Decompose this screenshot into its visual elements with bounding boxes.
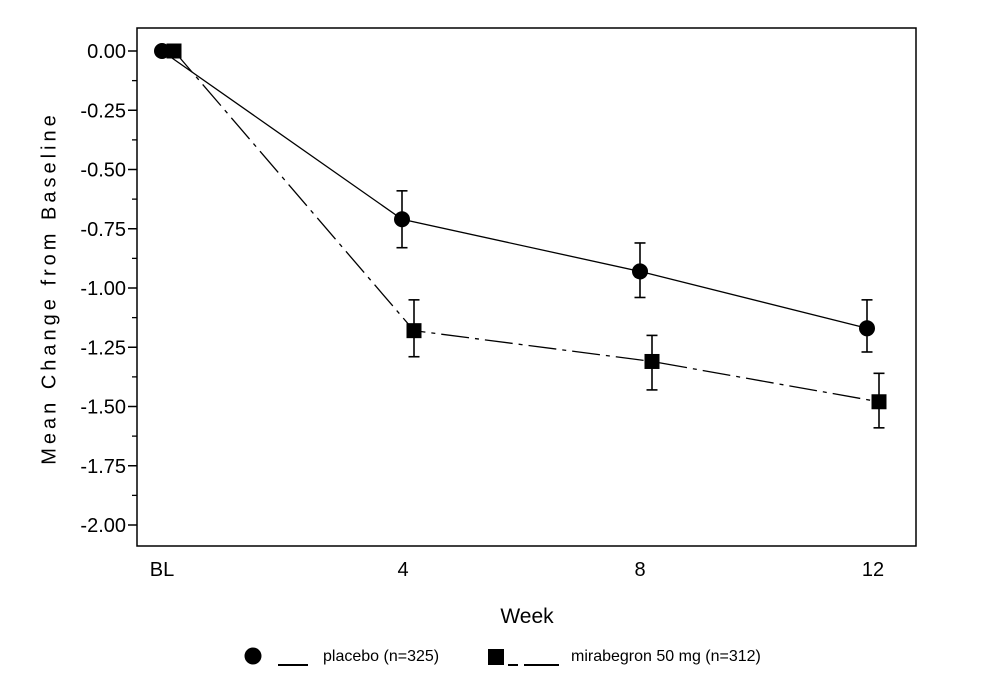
x-tick-label: 8 bbox=[634, 559, 645, 581]
y-axis-title: Mean Change from Baseline bbox=[38, 111, 61, 465]
y-tick-label: 0.00 bbox=[87, 41, 126, 63]
series-line bbox=[173, 50, 880, 403]
x-axis-title: Week bbox=[500, 605, 554, 628]
legend-label-mirabegron: mirabegron 50 mg (n=312) bbox=[571, 648, 761, 665]
y-tick-label: -1.00 bbox=[80, 278, 126, 300]
x-tick-label: BL bbox=[150, 559, 174, 581]
x-tick-label: 4 bbox=[397, 559, 408, 581]
series-line bbox=[161, 50, 868, 329]
data-point-square bbox=[166, 43, 182, 59]
x-axis: BL 4 8 12 bbox=[150, 559, 884, 581]
y-axis: 0.00 -0.25 -0.50 -0.75 -1.00 -1.25 -1.50 -1.75 -… bbox=[80, 41, 137, 537]
y-tick-label: -0.25 bbox=[80, 100, 126, 122]
series-mirabegron bbox=[166, 43, 887, 429]
data-point-square bbox=[871, 394, 887, 410]
data-point-circle bbox=[394, 211, 410, 228]
data-point-circle bbox=[859, 320, 875, 337]
x-tick-label: 12 bbox=[862, 559, 884, 581]
data-point-square bbox=[644, 353, 660, 369]
y-tick-label: -2.00 bbox=[80, 515, 126, 537]
data-point-circle bbox=[154, 43, 170, 59]
series-placebo bbox=[154, 43, 875, 353]
legend-marker-circle-icon bbox=[243, 647, 263, 671]
plot-frame bbox=[136, 27, 917, 547]
y-tick-label: -1.50 bbox=[80, 397, 126, 419]
y-tick-label: -1.25 bbox=[80, 337, 126, 359]
data-point-square bbox=[406, 323, 422, 339]
legend-label-placebo: placebo (n=325) bbox=[323, 648, 440, 665]
y-tick-label: -1.75 bbox=[80, 456, 126, 478]
y-tick-label: -0.75 bbox=[80, 219, 126, 241]
legend-marker-square-icon bbox=[487, 648, 505, 671]
data-point-circle bbox=[632, 263, 648, 280]
legend-line-solid-icon bbox=[277, 654, 309, 672]
y-tick-label: -0.50 bbox=[80, 160, 126, 182]
legend-line-dashdot-icon bbox=[507, 654, 560, 672]
